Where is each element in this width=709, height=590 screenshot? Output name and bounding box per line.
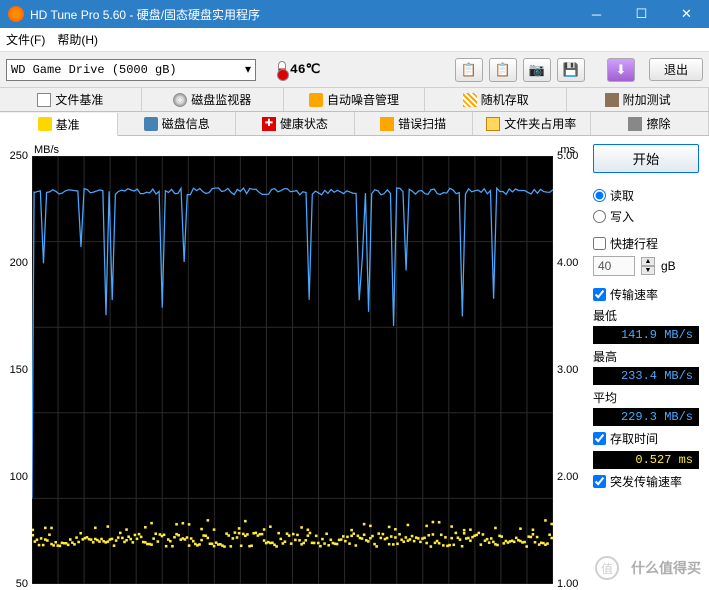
exit-button[interactable]: 退出 [649, 58, 703, 81]
access-time-check[interactable]: 存取时间 [593, 430, 699, 447]
ico-info-icon [144, 117, 158, 131]
maximize-button[interactable]: ☐ [619, 0, 664, 28]
tab-错误扫描[interactable]: 错误扫描 [355, 112, 473, 135]
write-radio[interactable]: 写入 [593, 208, 699, 225]
thermometer-icon [278, 61, 286, 79]
read-radio[interactable]: 读取 [593, 187, 699, 204]
ico-sound-icon [309, 93, 323, 107]
window-title: HD Tune Pro 5.60 - 硬盘/固态硬盘实用程序 [30, 6, 574, 23]
minimize-button[interactable]: ─ [574, 0, 619, 28]
spin-up[interactable]: ▲ [641, 257, 655, 266]
tab-擦除[interactable]: 擦除 [591, 112, 709, 135]
ico-bench-icon [38, 117, 52, 131]
tab-自动噪音管理[interactable]: 自动噪音管理 [284, 88, 426, 111]
max-value: 233.4 MB/s [593, 367, 699, 385]
app-icon [8, 6, 24, 22]
avg-label: 平均 [593, 389, 699, 406]
drive-select-value: WD Game Drive (5000 gB) [11, 63, 177, 77]
tab-磁盘监视器[interactable]: 磁盘监视器 [142, 88, 284, 111]
min-value: 141.9 MB/s [593, 326, 699, 344]
ico-extra-icon [605, 93, 619, 107]
gb-label: gB [661, 259, 676, 273]
ico-error-icon [380, 117, 394, 131]
tab-文件夹占用率[interactable]: 文件夹占用率 [473, 112, 591, 135]
transfer-rate-check[interactable]: 传输速率 [593, 286, 699, 303]
burst-rate-check[interactable]: 突发传输速率 [593, 473, 699, 490]
tab-健康状态[interactable]: 健康状态 [236, 112, 354, 135]
ico-disk-icon [173, 93, 187, 107]
chart-plot [32, 156, 553, 584]
options-button[interactable]: ⬇ [607, 58, 635, 82]
menu-help[interactable]: 帮助(H) [57, 31, 98, 48]
max-label: 最高 [593, 348, 699, 365]
short-stroke-check[interactable]: 快捷行程 [593, 235, 699, 252]
spin-down[interactable]: ▼ [641, 266, 655, 275]
close-button[interactable]: ✕ [664, 0, 709, 28]
tab-文件基准[interactable]: 文件基准 [0, 88, 142, 111]
copy-info-button[interactable]: 📋 [455, 58, 483, 82]
copy-screenshot-button[interactable]: 📋 [489, 58, 517, 82]
y-ticks-right: 5.004.003.002.001.00 [555, 156, 583, 584]
avg-value: 229.3 MB/s [593, 408, 699, 426]
access-time-value: 0.527 ms [593, 451, 699, 469]
tab-随机存取[interactable]: 随机存取 [425, 88, 567, 111]
screenshot-button[interactable]: 📷 [523, 58, 551, 82]
ico-folder-icon [486, 117, 500, 131]
y-ticks-left: 25020015010050 [6, 156, 30, 584]
ico-file-icon [37, 93, 51, 107]
drive-select[interactable]: WD Game Drive (5000 gB) ▾ [6, 59, 256, 81]
ico-random-icon [463, 93, 477, 107]
ico-erase-icon [628, 117, 642, 131]
ico-health-icon [262, 117, 276, 131]
tab-基准[interactable]: 基准 [0, 113, 118, 136]
tab-附加测试[interactable]: 附加测试 [567, 88, 709, 111]
short-stroke-input[interactable] [593, 256, 635, 276]
min-label: 最低 [593, 307, 699, 324]
start-button[interactable]: 开始 [593, 144, 699, 173]
save-button[interactable]: 💾 [557, 58, 585, 82]
chevron-down-icon: ▾ [245, 62, 251, 77]
menu-file[interactable]: 文件(F) [6, 31, 45, 48]
tab-磁盘信息[interactable]: 磁盘信息 [118, 112, 236, 135]
y-axis-left-label: MB/s [34, 144, 59, 156]
temperature-value: 46℃ [290, 62, 320, 77]
